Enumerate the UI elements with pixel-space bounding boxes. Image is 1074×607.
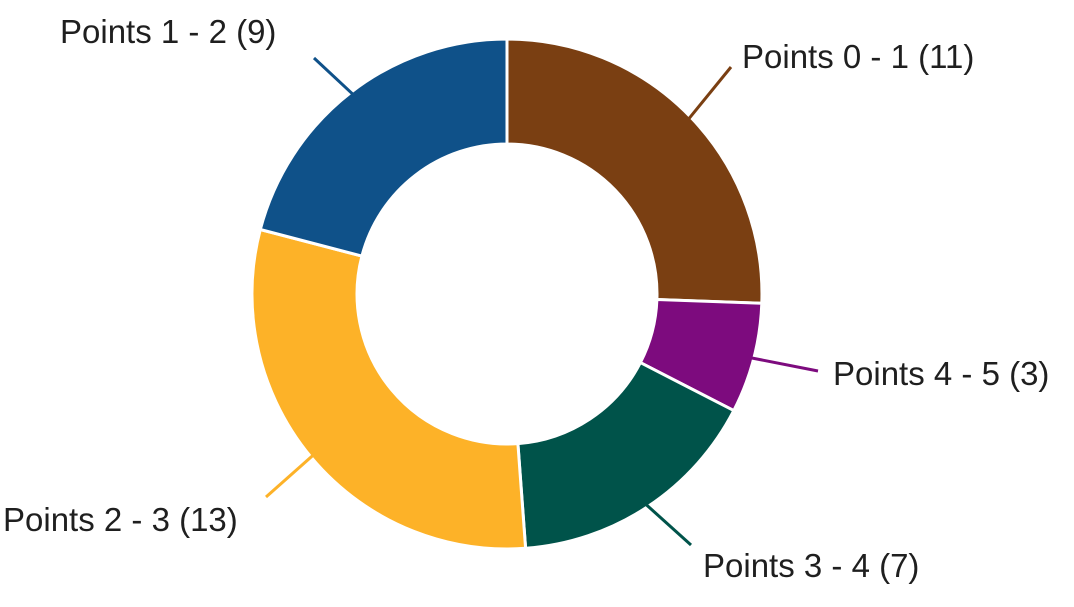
slice-label-points-3-4: Points 3 - 4 (7) [703, 547, 920, 584]
slice-label-points-2-3: Points 2 - 3 (13) [3, 501, 238, 538]
leader-line-points-3-4 [645, 503, 693, 547]
donut-slice-points-1-2[interactable] [258, 37, 509, 258]
donut-slice-points-0-1[interactable] [505, 37, 764, 305]
leader-line-points-1-2 [312, 56, 354, 95]
donut-slice-points-2-3[interactable] [250, 227, 528, 551]
slice-label-points-1-2: Points 1 - 2 (9) [60, 13, 277, 50]
leader-line-points-4-5 [751, 356, 819, 373]
slice-label-points-4-5: Points 4 - 5 (3) [833, 355, 1050, 392]
leader-line-points-2-3 [265, 454, 314, 499]
slice-label-points-0-1: Points 0 - 1 (11) [742, 38, 975, 75]
leader-line-points-0-1 [687, 66, 733, 120]
